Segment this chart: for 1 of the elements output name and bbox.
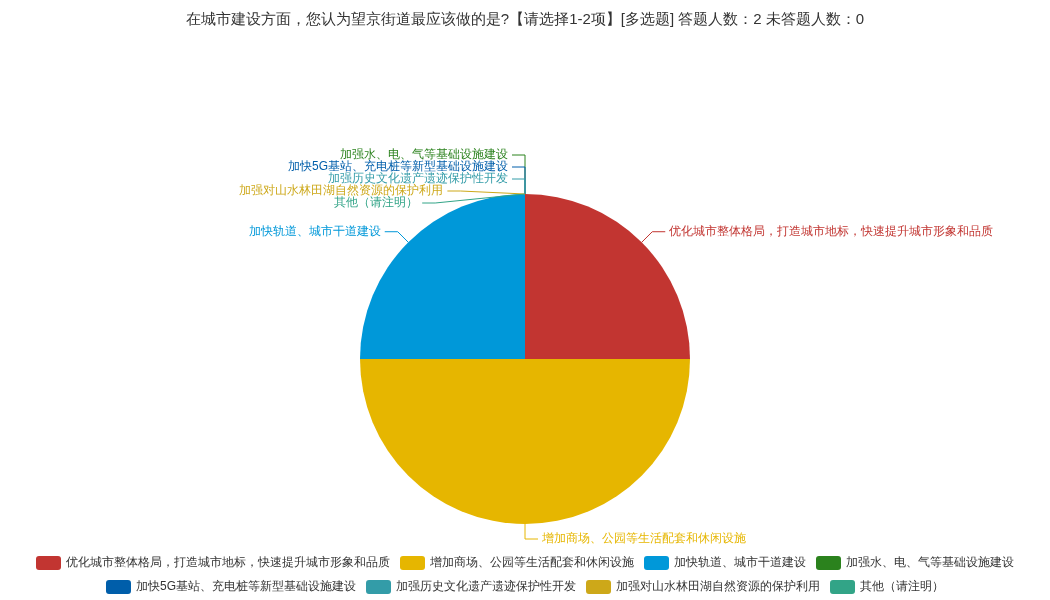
title: 在城市建设方面，您认为望京街道最应该做的是?【请选择1-2项】[多选题] 答题人数：2 未答题人数：0 [185,9,865,27]
